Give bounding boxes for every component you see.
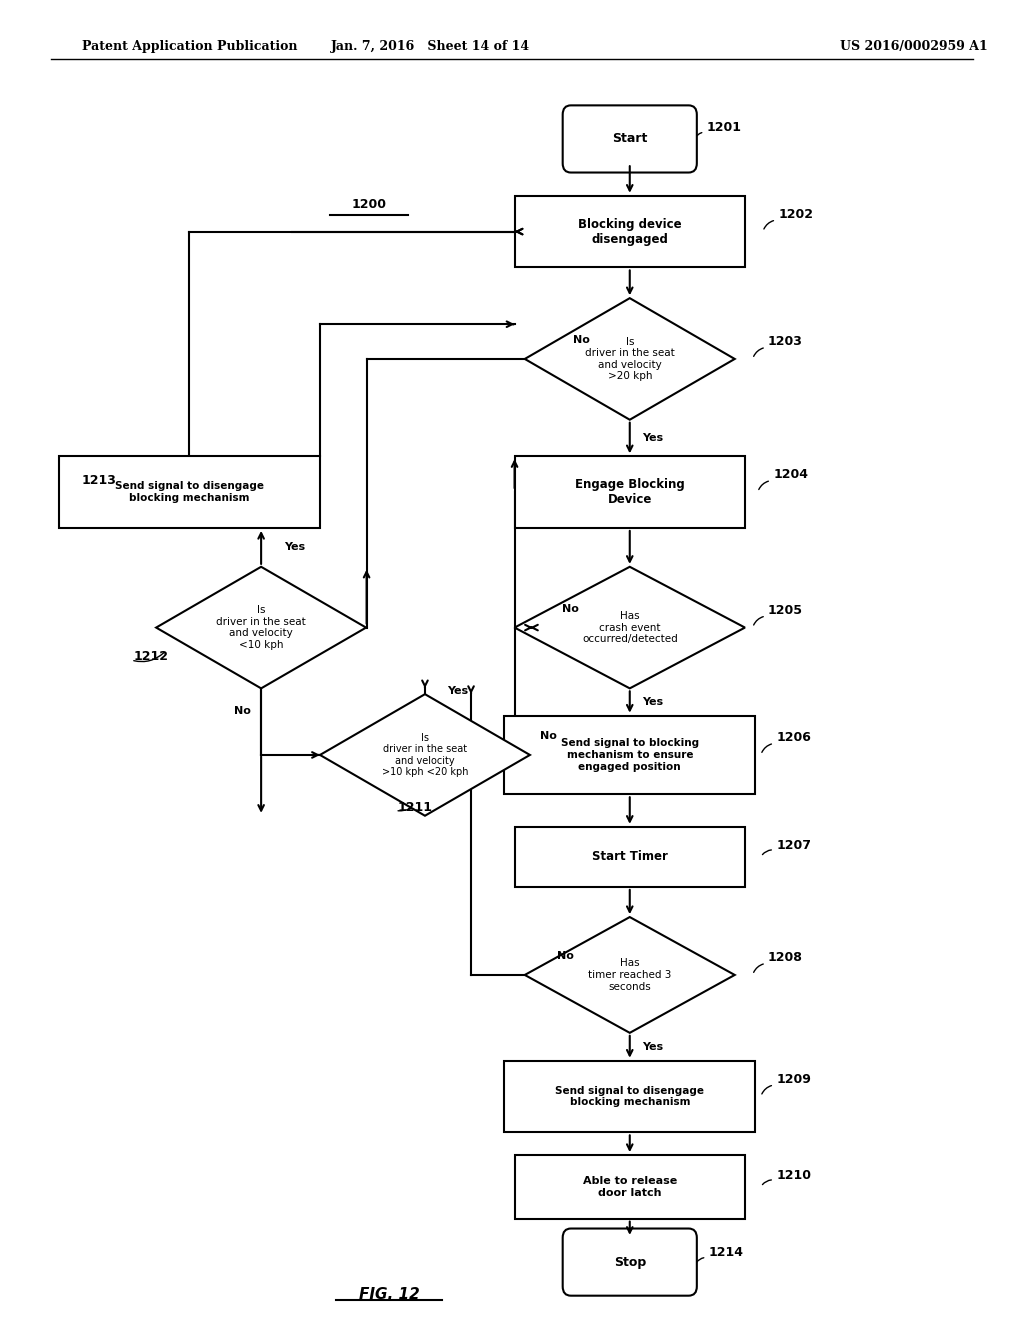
Text: No: No (557, 950, 574, 961)
FancyBboxPatch shape (514, 195, 744, 268)
Text: Is
driver in the seat
and velocity
>20 kph: Is driver in the seat and velocity >20 k… (585, 337, 675, 381)
Text: 1213: 1213 (82, 474, 117, 487)
Text: Able to release
door latch: Able to release door latch (583, 1176, 677, 1197)
Text: Send signal to disengage
blocking mechanism: Send signal to disengage blocking mechan… (555, 1086, 705, 1107)
Text: 1204: 1204 (773, 469, 808, 482)
Text: Stop: Stop (613, 1255, 646, 1269)
Text: 1208: 1208 (768, 952, 803, 964)
Text: 1212: 1212 (133, 649, 168, 663)
Text: No: No (541, 731, 557, 741)
Text: Blocking device
disengaged: Blocking device disengaged (578, 218, 682, 246)
Text: Start: Start (612, 132, 647, 145)
Text: Has
crash event
occurred/detected: Has crash event occurred/detected (582, 611, 678, 644)
FancyBboxPatch shape (514, 826, 744, 887)
Text: No: No (234, 706, 251, 715)
Text: 1203: 1203 (768, 335, 803, 348)
Text: 1201: 1201 (707, 121, 741, 133)
Text: 1202: 1202 (778, 207, 813, 220)
Text: Yes: Yes (642, 697, 663, 708)
Text: 1210: 1210 (776, 1168, 811, 1181)
Polygon shape (524, 298, 735, 420)
Text: No: No (562, 603, 580, 614)
Text: Yes: Yes (642, 1041, 663, 1052)
Text: No: No (572, 335, 590, 345)
Text: Yes: Yes (284, 543, 305, 552)
Text: FIG. 12: FIG. 12 (358, 1287, 420, 1302)
Text: Jan. 7, 2016   Sheet 14 of 14: Jan. 7, 2016 Sheet 14 of 14 (331, 40, 529, 53)
Polygon shape (514, 566, 745, 688)
Text: 1206: 1206 (776, 731, 811, 744)
Text: Yes: Yes (447, 686, 469, 696)
FancyBboxPatch shape (563, 1229, 696, 1296)
Polygon shape (524, 917, 735, 1032)
Text: US 2016/0002959 A1: US 2016/0002959 A1 (840, 40, 987, 53)
FancyBboxPatch shape (58, 457, 319, 528)
Text: Send signal to disengage
blocking mechanism: Send signal to disengage blocking mechan… (115, 482, 264, 503)
Text: 1211: 1211 (397, 800, 432, 813)
FancyBboxPatch shape (563, 106, 696, 173)
Text: 1200: 1200 (351, 198, 386, 211)
FancyBboxPatch shape (514, 1155, 744, 1218)
Text: Patent Application Publication: Patent Application Publication (82, 40, 297, 53)
Text: Yes: Yes (642, 433, 663, 444)
FancyBboxPatch shape (504, 715, 756, 795)
Polygon shape (157, 566, 367, 688)
FancyBboxPatch shape (504, 1061, 756, 1133)
Text: 1214: 1214 (709, 1246, 743, 1259)
Text: Send signal to blocking
mechanism to ensure
engaged position: Send signal to blocking mechanism to ens… (561, 738, 698, 772)
Text: Has
timer reached 3
seconds: Has timer reached 3 seconds (588, 958, 672, 991)
Text: Engage Blocking
Device: Engage Blocking Device (574, 478, 685, 506)
Polygon shape (319, 694, 530, 816)
Text: Start Timer: Start Timer (592, 850, 668, 863)
Text: 1209: 1209 (776, 1073, 811, 1085)
Text: 1207: 1207 (776, 838, 811, 851)
Text: Is
driver in the seat
and velocity
>10 kph <20 kph: Is driver in the seat and velocity >10 k… (382, 733, 468, 777)
Text: 1205: 1205 (768, 603, 803, 616)
FancyBboxPatch shape (514, 457, 744, 528)
Text: Is
driver in the seat
and velocity
<10 kph: Is driver in the seat and velocity <10 k… (216, 605, 306, 649)
